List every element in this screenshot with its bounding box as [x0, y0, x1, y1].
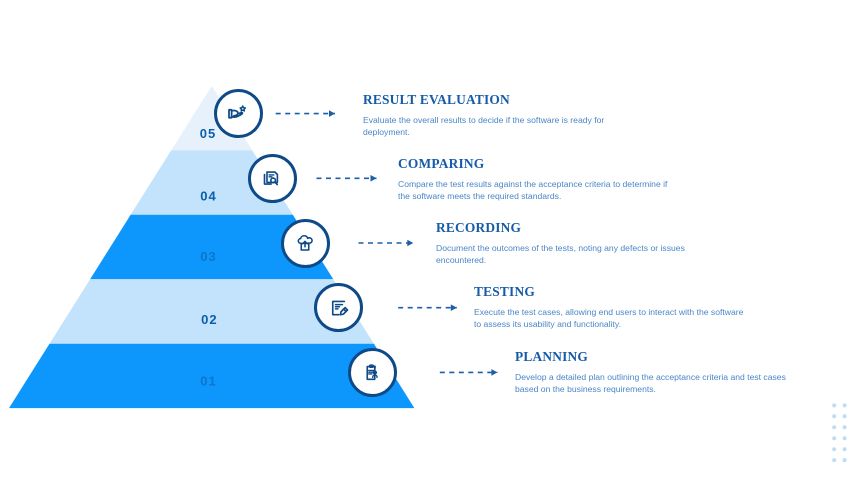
svg-text:02: 02: [201, 312, 217, 327]
svg-text:03: 03: [200, 249, 216, 264]
svg-text:04: 04: [200, 189, 216, 204]
svg-text:01: 01: [200, 374, 216, 389]
svg-text:05: 05: [200, 126, 216, 141]
